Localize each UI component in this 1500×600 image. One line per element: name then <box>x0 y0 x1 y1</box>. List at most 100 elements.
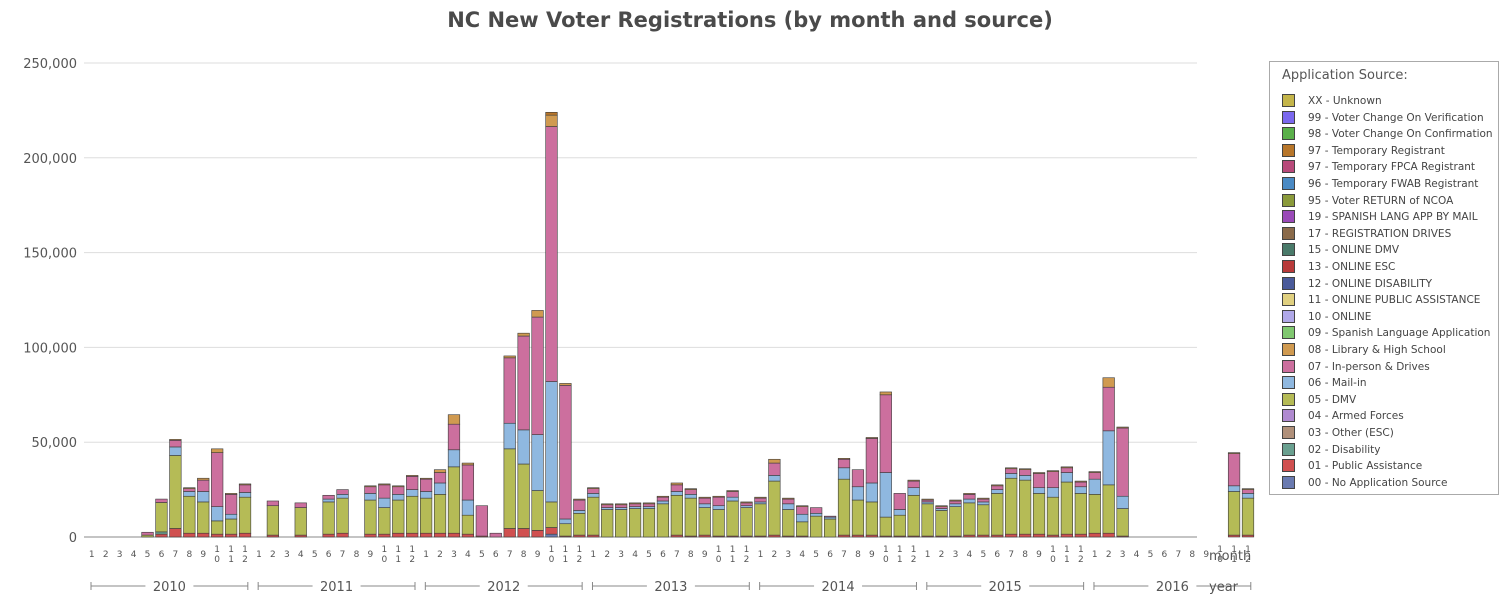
bar-segment <box>378 497 391 508</box>
bar-segment <box>782 498 795 505</box>
bar-segment <box>1102 430 1115 486</box>
month-tick-label: 9 <box>1203 550 1209 560</box>
month-tick-label: 6 <box>994 550 1000 560</box>
bar-segment <box>364 499 377 535</box>
bar-segment <box>893 509 906 516</box>
bar-segment <box>447 466 461 534</box>
month-tick-label: 4 <box>131 550 137 560</box>
legend-swatch <box>1282 160 1295 174</box>
bar-segment <box>851 486 865 501</box>
bar-segment <box>211 506 224 522</box>
bar-segment <box>865 437 878 439</box>
bar-segment <box>963 502 976 536</box>
legend-label: XX - Unknown <box>1308 95 1382 107</box>
legend-label: 19 - SPANISH LANG APP BY MAIL <box>1308 211 1478 224</box>
bar-segment <box>1060 472 1073 483</box>
legend-label: 08 - Library & High School <box>1308 344 1446 356</box>
bar-segment <box>712 496 725 507</box>
legend-swatch <box>1282 94 1295 107</box>
month-tick-label: 6 <box>326 550 332 560</box>
legend-swatch <box>1282 392 1295 406</box>
bar-segment <box>754 497 767 503</box>
bar-segment <box>420 491 433 499</box>
bar-segment <box>810 515 823 538</box>
bar-segment <box>907 480 920 489</box>
bar-segment <box>294 507 307 536</box>
bar-segment <box>406 476 419 490</box>
month-tick-label: 1 <box>89 550 95 560</box>
legend-label: 05 - DMV <box>1308 393 1357 406</box>
legend-swatch <box>1282 309 1295 323</box>
bar-segment <box>378 507 391 535</box>
bar-segment <box>740 502 753 507</box>
bar-segment <box>517 429 530 465</box>
bar-segment <box>768 458 781 464</box>
bar-segment <box>865 501 878 536</box>
bar-segment <box>1019 475 1032 481</box>
bar-segment <box>754 496 767 499</box>
bar-segment <box>364 486 377 494</box>
legend-swatch <box>1282 475 1295 489</box>
legend-label: 06 - Mail-in <box>1308 377 1367 390</box>
legend-label: 07 - In-person & Drives <box>1308 360 1430 373</box>
bar-segment <box>225 518 238 535</box>
bar-segment <box>656 500 670 505</box>
bar-segment <box>211 448 224 453</box>
bar-segment <box>851 499 865 536</box>
bar-segment <box>169 439 182 441</box>
bar-segment <box>141 531 154 536</box>
year-label: 2015 <box>989 580 1022 595</box>
bar-segment <box>1005 477 1018 535</box>
bar-segment <box>197 479 210 492</box>
month-axis-label: month <box>1209 549 1251 564</box>
bar-segment <box>587 487 600 489</box>
bar-segment <box>615 504 628 508</box>
bar-segment <box>656 496 670 502</box>
year-label: 2014 <box>822 580 855 595</box>
bar-segment <box>796 521 809 537</box>
bar-segment <box>322 533 335 538</box>
bar-segment <box>1074 481 1087 488</box>
month-tick-label: 2 <box>103 550 109 560</box>
bar-segment <box>837 458 851 469</box>
month-tick-label: 8 <box>186 550 192 560</box>
bar-segment <box>1102 532 1115 538</box>
bar-segment <box>461 499 475 516</box>
legend-swatch <box>1282 276 1295 290</box>
bar-segment <box>183 491 196 497</box>
bar-segment <box>211 533 224 538</box>
bar-segment <box>865 438 878 484</box>
legend-label: 00 - No Application Source <box>1308 476 1448 489</box>
bar-segment <box>433 494 447 534</box>
bar-segment <box>559 523 572 537</box>
bar-segment <box>1046 471 1060 489</box>
bar-segment <box>684 494 697 499</box>
bar-segment <box>837 478 851 536</box>
bar-segment <box>364 533 377 538</box>
bar-segment <box>684 488 697 490</box>
legend-swatch <box>1282 210 1295 224</box>
bar-segment <box>601 509 614 538</box>
bar-segment <box>461 464 475 501</box>
bar-segment <box>587 488 600 494</box>
bar-segment <box>378 484 391 499</box>
bar-segment <box>169 528 182 538</box>
bar-segment <box>155 498 168 503</box>
bar-segment <box>573 499 586 511</box>
month-tick-label: 5 <box>312 550 318 560</box>
bar-segment <box>392 485 405 488</box>
bar-segment <box>1046 487 1060 498</box>
bar-segment <box>433 482 447 495</box>
bar-segment <box>963 494 976 500</box>
bar-segment <box>810 512 823 517</box>
bar-segment <box>364 485 377 488</box>
